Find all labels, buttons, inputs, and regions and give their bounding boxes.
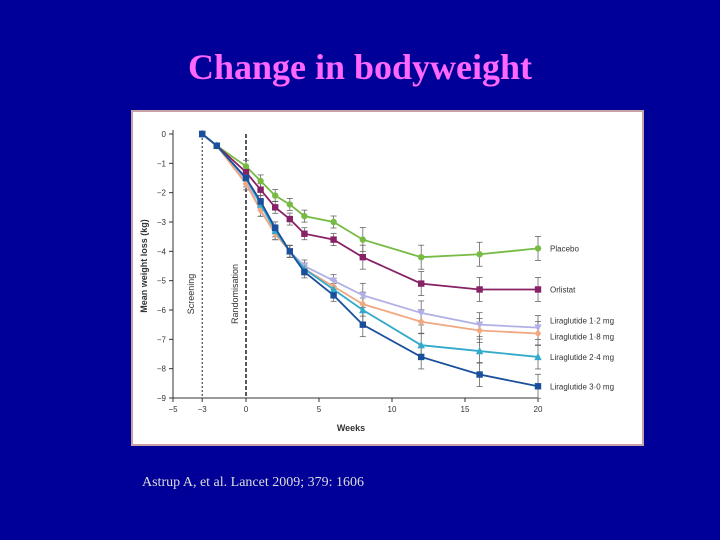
data-point <box>534 245 542 252</box>
legend-label: Orlistat <box>550 285 576 294</box>
x-tick-label: −5 <box>168 405 178 414</box>
data-point <box>242 174 250 182</box>
y-tick-label: −9 <box>157 394 167 403</box>
data-point <box>272 192 279 199</box>
data-point <box>476 326 483 335</box>
x-tick-label: 0 <box>244 405 249 414</box>
data-point <box>286 201 293 208</box>
y-tick-label: −5 <box>157 277 167 286</box>
y-axis-label: Mean weight loss (kg) <box>139 219 149 313</box>
data-point <box>417 309 425 318</box>
data-point <box>476 371 483 378</box>
y-tick-label: −8 <box>157 365 167 374</box>
data-point <box>534 324 542 332</box>
series-line <box>201 133 539 259</box>
data-point <box>330 218 337 226</box>
data-point <box>272 224 279 232</box>
data-point <box>476 251 483 258</box>
series-line <box>201 133 539 358</box>
annotation-label: Screening <box>186 274 196 315</box>
data-point <box>257 186 264 193</box>
data-point <box>329 277 338 285</box>
series-line <box>201 133 539 388</box>
data-point <box>330 292 337 299</box>
data-point <box>359 305 367 314</box>
y-tick-label: −3 <box>157 218 167 227</box>
data-point <box>301 212 308 220</box>
x-axis-label: Weeks <box>337 423 365 433</box>
series-line <box>201 133 538 291</box>
x-tick-label: 10 <box>388 405 397 414</box>
data-point <box>242 163 250 170</box>
chart-panel: 0 −1 −2 −3 −4 −5 −6 −7 −8 −9 −5 −3 0 5 10 15 20 Weeks Mean… <box>131 110 644 446</box>
y-tick-label: −1 <box>157 159 167 168</box>
weight-loss-chart: 0−1−2−3−4−5−6−7−8−9−5 −3 0 5 10 15 20WeeksMean… <box>139 129 614 433</box>
series-line <box>201 133 539 335</box>
data-point <box>359 254 366 261</box>
data-point <box>286 248 293 255</box>
x-tick-label: −3 <box>198 405 208 414</box>
y-tick-label: −2 <box>157 189 167 198</box>
data-point <box>476 286 483 293</box>
data-point <box>418 353 425 361</box>
data-point <box>213 142 220 149</box>
data-point <box>534 352 542 361</box>
data-point <box>359 292 367 300</box>
data-point <box>475 346 484 355</box>
slide-title: Change in bodyweight <box>187 47 533 87</box>
y-tick-label: −7 <box>157 335 167 344</box>
data-point <box>418 280 425 287</box>
legend-label: Liraglutide 1·8 mg <box>550 332 614 341</box>
data-point <box>257 198 264 205</box>
data-point <box>286 215 293 223</box>
data-point <box>301 268 308 276</box>
data-point <box>301 230 308 237</box>
data-point <box>534 383 542 390</box>
data-point <box>475 321 484 329</box>
legend-label: Liraglutide 2·4 mg <box>550 353 614 362</box>
x-tick-label: 15 <box>461 405 470 414</box>
data-point <box>257 177 264 185</box>
annotation-label: Randomisation <box>230 264 240 324</box>
data-point <box>329 285 338 293</box>
data-point <box>418 254 425 261</box>
legend-label: Placebo <box>550 244 579 253</box>
y-tick-label: −4 <box>157 247 167 256</box>
x-tick-label: 20 <box>534 405 543 414</box>
y-tick-label: −6 <box>157 306 167 315</box>
data-point <box>359 321 366 328</box>
data-point <box>330 236 337 243</box>
data-point <box>534 329 542 338</box>
data-point <box>417 341 425 349</box>
citation: Astrup A, et al. Lancet 2009; 379: 1606 <box>142 475 365 490</box>
data-point <box>199 130 206 138</box>
x-tick-label: 5 <box>317 405 322 414</box>
data-point <box>242 168 250 176</box>
data-point <box>359 236 366 243</box>
legend-label: Liraglutide 1·2 mg <box>550 317 614 326</box>
series-line <box>201 133 539 329</box>
data-point <box>272 204 279 211</box>
data-point <box>418 317 425 326</box>
data-point <box>359 299 366 309</box>
y-tick-label: 0 <box>162 130 167 139</box>
data-point <box>534 286 542 293</box>
legend-label: Liraglutide 3·0 mg <box>550 382 614 391</box>
